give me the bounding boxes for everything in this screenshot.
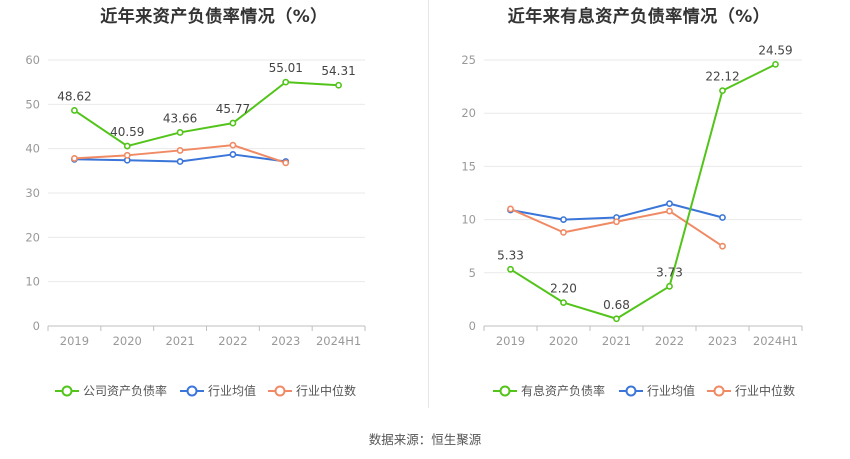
data-point [71,155,78,162]
x-tick-label: 2023 [708,334,737,348]
data-label: 3.73 [656,265,683,279]
y-tick-label: 0 [469,319,476,333]
x-tick-label: 2023 [271,334,300,348]
y-tick-label: 10 [461,213,476,227]
data-point [666,282,673,290]
data-point [507,205,514,213]
y-tick-label: 15 [461,159,476,173]
data-point [560,216,567,223]
y-tick-label: 0 [33,319,40,333]
data-point [613,218,620,226]
data-label: 43.66 [163,111,197,125]
data-point [229,141,237,149]
x-tick-label: 2019 [60,334,89,348]
legend-label: 行业均值 [208,383,256,398]
data-point [229,119,237,127]
data-label: 45.77 [216,102,250,116]
right-chart-title: 近年来有息资产负债率情况（%） [507,7,771,27]
series-line [509,63,776,320]
legend-swatch-marker [61,385,73,397]
legend-swatch-marker [625,385,637,397]
y-tick-label: 25 [461,53,476,67]
data-point [719,214,726,221]
data-point [282,159,290,167]
legend-label: 有息资产负债率 [521,383,605,398]
data-point [123,151,131,159]
y-tick-label: 5 [469,266,476,280]
y-tick-label: 20 [461,106,476,120]
x-tick-label: 2021 [602,334,631,348]
series-line [73,81,339,148]
legend-swatch-marker [713,385,725,397]
data-label: 48.62 [57,89,91,103]
right-chart-panel: 近年来有息资产负债率情况（%） 0 5 10 15 20 25 2019 2020 2021 20… [428,0,850,410]
x-tick-label: 2019 [496,334,525,348]
data-point [719,242,726,250]
x-tick-label: 2022 [655,334,684,348]
x-tick-label: 2024H1 [316,334,361,348]
y-tick-label: 10 [25,275,40,289]
legend-label: 行业中位数 [735,383,795,398]
legend-swatch-marker [499,385,511,397]
legend-label: 行业中位数 [296,383,356,398]
y-tick-label: 20 [25,230,40,244]
data-label: 55.01 [269,61,303,75]
data-label: 40.59 [110,125,144,139]
data-point [666,200,673,208]
data-source-note: 数据来源：恒生聚源 [368,432,482,447]
data-point [282,78,290,86]
data-point [507,265,514,273]
data-point [123,142,131,150]
data-point [335,81,342,89]
data-point [560,299,567,306]
panel-divider [428,0,429,408]
data-label: 24.59 [758,43,792,57]
data-label: 0.68 [603,298,630,312]
y-tick-label: 40 [25,142,40,156]
x-tick-label: 2021 [165,334,194,348]
y-tick-label: 50 [25,97,40,111]
data-label: 54.31 [321,64,355,78]
right-line-chart: 0 5 10 15 20 25 2019 2020 2021 2022 2023 2024H1 5.33… [461,43,803,398]
legend-label: 行业均值 [647,383,695,398]
x-tick-label: 2020 [113,334,142,348]
legend-swatch-marker [274,385,286,397]
left-line-chart: 0 10 20 30 40 50 60 2019 2020 2021 2022 2023 2024H1 4… [25,53,366,398]
data-point [772,60,779,68]
legend-label: 公司资产负债率 [83,383,167,398]
data-point [229,151,237,158]
data-label: 5.33 [497,248,524,262]
data-label: 2.20 [550,282,577,296]
legend-swatch-marker [186,385,198,397]
data-point [176,129,184,136]
data-point [560,228,567,236]
x-tick-label: 2022 [218,334,247,348]
data-label: 22.12 [705,70,739,84]
y-tick-label: 30 [25,186,40,200]
data-point [71,107,78,114]
x-tick-label: 2024H1 [753,334,798,348]
left-chart-title: 近年来资产负债率情况（%） [100,7,328,27]
y-tick-label: 60 [25,53,40,67]
data-point [176,147,184,154]
data-point [719,87,726,95]
x-tick-label: 2020 [549,334,578,348]
data-point [613,315,620,323]
left-chart-panel: 近年来资产负债率情况（%） 0 10 20 30 40 50 60 2019 2020 2021 2… [0,0,428,410]
data-point [666,207,673,215]
data-point [176,158,184,165]
